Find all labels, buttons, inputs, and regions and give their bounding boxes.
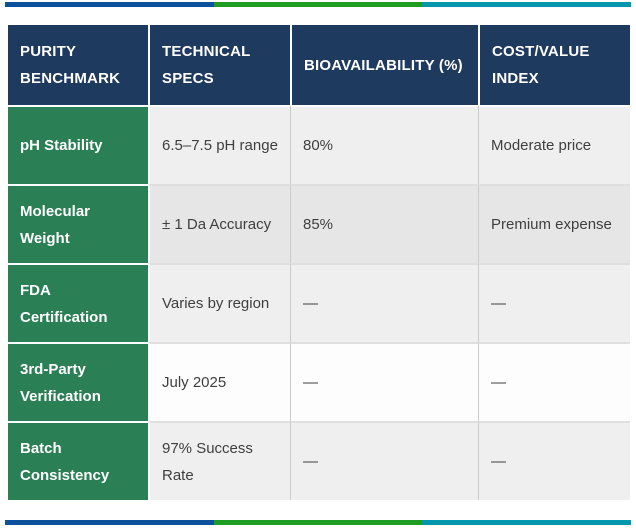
cell-specs: 6.5–7.5 pH range xyxy=(148,105,290,184)
bottom-accent-bar xyxy=(5,520,632,525)
cell-cost-value: Moderate price xyxy=(478,105,630,184)
table-row: Molecular Weight ± 1 Da Accuracy 85% Pre… xyxy=(8,184,630,263)
table-row: Batch Consistency 97% Success Rate — — xyxy=(8,421,630,500)
row-header-fda-certification: FDA Certification xyxy=(8,263,148,342)
cell-specs: ± 1 Da Accuracy xyxy=(148,184,290,263)
accent-segment-teal xyxy=(422,520,632,525)
accent-segment-green xyxy=(213,520,423,525)
table-row: FDA Certification Varies by region — — xyxy=(8,263,630,342)
accent-segment-teal xyxy=(422,2,632,7)
accent-segment-green xyxy=(213,2,423,7)
row-header-batch-consistency: Batch Consistency xyxy=(8,421,148,500)
header-purity-benchmark: PURITY BENCHMARK xyxy=(8,25,148,105)
cell-specs: 97% Success Rate xyxy=(148,421,290,500)
table-row: 3rd-Party Verification July 2025 — — xyxy=(8,342,630,421)
cell-cost-value: Premium expense xyxy=(478,184,630,263)
cell-specs: July 2025 xyxy=(148,342,290,421)
cell-bioavailability: 85% xyxy=(290,184,478,263)
cell-cost-value: — xyxy=(478,342,630,421)
header-cost-value-index: COST/VALUE INDEX xyxy=(478,25,630,105)
top-accent-bar xyxy=(5,2,632,7)
table-header-row: PURITY BENCHMARK TECHNICAL SPECS BIOAVAI… xyxy=(8,25,630,105)
row-header-ph-stability: pH Stability xyxy=(8,105,148,184)
cell-bioavailability: 80% xyxy=(290,105,478,184)
accent-segment-blue xyxy=(5,520,214,525)
cell-cost-value: — xyxy=(478,263,630,342)
purity-benchmark-table: PURITY BENCHMARK TECHNICAL SPECS BIOAVAI… xyxy=(8,25,630,500)
cell-bioavailability: — xyxy=(290,421,478,500)
table-row: pH Stability 6.5–7.5 pH range 80% Modera… xyxy=(8,105,630,184)
cell-cost-value: — xyxy=(478,421,630,500)
cell-bioavailability: — xyxy=(290,263,478,342)
header-technical-specs: TECHNICAL SPECS xyxy=(148,25,290,105)
row-header-molecular-weight: Molecular Weight xyxy=(8,184,148,263)
row-header-third-party-verification: 3rd-Party Verification xyxy=(8,342,148,421)
accent-segment-blue xyxy=(5,2,214,7)
cell-bioavailability: — xyxy=(290,342,478,421)
cell-specs: Varies by region xyxy=(148,263,290,342)
header-bioavailability: BIOAVAILABILITY (%) xyxy=(290,25,478,105)
